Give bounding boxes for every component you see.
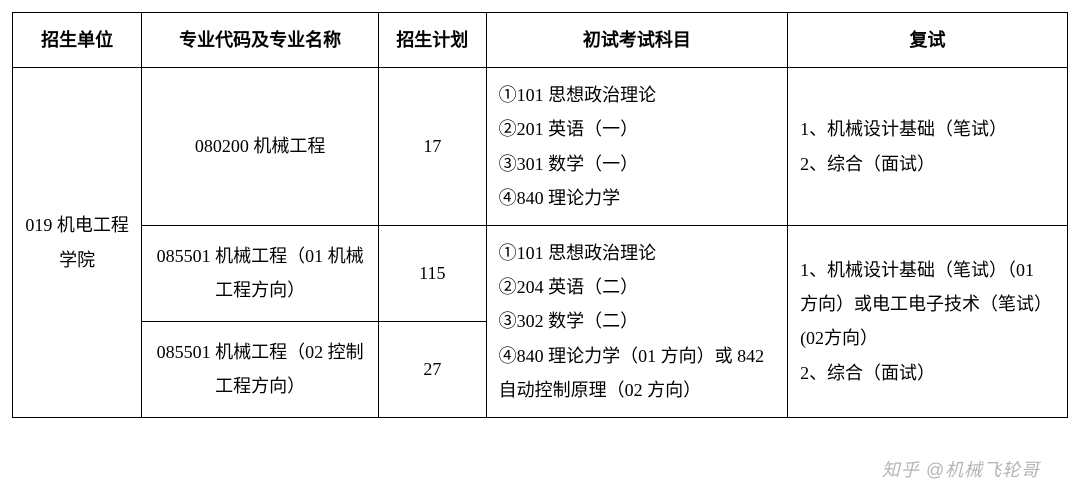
table-row: 019 机电工程学院 080200 机械工程 17 ①101 思想政治理论②20… (13, 68, 1068, 226)
watermark-text: 知乎 @机械飞轮哥 (882, 456, 1040, 482)
cell-retest: 1、机械设计基础（笔试）2、综合（面试） (788, 68, 1068, 226)
header-plan: 招生计划 (379, 13, 487, 68)
cell-major: 085501 机械工程（01 机械工程方向） (142, 225, 379, 321)
header-retest: 复试 (788, 13, 1068, 68)
admissions-table: 招生单位 专业代码及专业名称 招生计划 初试考试科目 复试 019 机电工程学院… (12, 12, 1068, 418)
cell-plan: 27 (379, 321, 487, 417)
cell-subjects: ①101 思想政治理论②201 英语（一）③301 数学（一）④840 理论力学 (486, 68, 787, 226)
header-major: 专业代码及专业名称 (142, 13, 379, 68)
header-subjects: 初试考试科目 (486, 13, 787, 68)
table-header-row: 招生单位 专业代码及专业名称 招生计划 初试考试科目 复试 (13, 13, 1068, 68)
cell-subjects: ①101 思想政治理论②204 英语（二）③302 数学（二）④840 理论力学… (486, 225, 787, 417)
cell-plan: 17 (379, 68, 487, 226)
cell-major: 080200 机械工程 (142, 68, 379, 226)
cell-retest: 1、机械设计基础（笔试）（01 方向）或电工电子技术（笔试）(02方向）2、综合… (788, 225, 1068, 417)
cell-plan: 115 (379, 225, 487, 321)
table-row: 085501 机械工程（01 机械工程方向） 115 ①101 思想政治理论②2… (13, 225, 1068, 321)
header-unit: 招生单位 (13, 13, 142, 68)
cell-major: 085501 机械工程（02 控制工程方向） (142, 321, 379, 417)
cell-unit: 019 机电工程学院 (13, 68, 142, 418)
